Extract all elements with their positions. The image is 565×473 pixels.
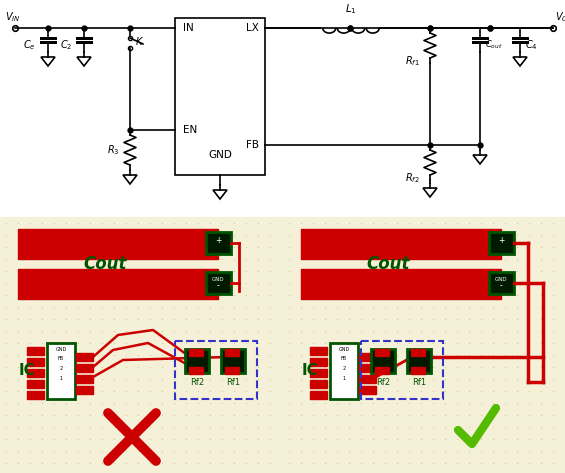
Bar [310, 358, 327, 366]
Bar [76, 375, 93, 383]
Bar [301, 269, 501, 299]
Text: Cout: Cout [366, 255, 410, 273]
Bar [0, 217, 282, 473]
Bar [225, 367, 239, 374]
Bar [18, 269, 218, 299]
Text: $C_4$: $C_4$ [525, 38, 538, 52]
Bar [359, 364, 376, 372]
Bar [27, 347, 44, 355]
Bar [27, 358, 44, 366]
Bar [76, 386, 93, 394]
Bar [189, 349, 203, 356]
Bar [359, 353, 376, 361]
Text: IC: IC [18, 362, 35, 377]
Text: Rf2: Rf2 [376, 378, 390, 387]
Text: $R_{f1}$: $R_{f1}$ [405, 54, 420, 68]
Text: 1: 1 [342, 376, 346, 381]
Bar [310, 391, 327, 399]
Text: -: - [216, 281, 219, 290]
Text: $R_{f2}$: $R_{f2}$ [405, 171, 420, 185]
Text: GND: GND [338, 347, 350, 352]
Bar [27, 380, 44, 388]
Bar [359, 386, 376, 394]
Bar [375, 367, 389, 374]
Bar [361, 341, 443, 399]
Text: Rf1: Rf1 [412, 378, 426, 387]
Bar [310, 369, 327, 377]
Bar [330, 343, 358, 399]
Text: GND: GND [55, 347, 67, 352]
Bar [310, 380, 327, 388]
Bar [206, 232, 231, 254]
Text: FB: FB [58, 356, 64, 361]
Text: IN: IN [183, 23, 194, 33]
Text: 2: 2 [59, 366, 63, 371]
Text: 1: 1 [59, 376, 63, 381]
Text: IC: IC [301, 362, 318, 377]
Bar [27, 391, 44, 399]
Text: +: + [215, 236, 221, 245]
Bar [359, 375, 376, 383]
Text: +: + [498, 236, 504, 245]
Text: LX: LX [246, 23, 259, 33]
Text: 2: 2 [342, 366, 346, 371]
Bar [375, 349, 389, 356]
Text: FB: FB [341, 356, 347, 361]
Text: $K$: $K$ [135, 35, 144, 47]
Bar [489, 232, 514, 254]
Bar [175, 341, 257, 399]
Bar [18, 229, 218, 259]
Text: GND: GND [495, 277, 507, 281]
Text: Cout: Cout [83, 255, 127, 273]
Bar [27, 369, 44, 377]
Bar [221, 349, 245, 373]
Bar [189, 367, 203, 374]
Bar [371, 349, 395, 373]
Bar [301, 229, 501, 259]
Bar [310, 347, 327, 355]
Bar [411, 349, 425, 356]
Bar [175, 18, 265, 175]
Text: $L_1$: $L_1$ [345, 2, 357, 16]
Text: -: - [499, 281, 502, 290]
Text: GND: GND [212, 277, 224, 281]
Text: $C_2$: $C_2$ [60, 38, 72, 52]
Text: $R_3$: $R_3$ [107, 143, 120, 157]
Bar [489, 272, 514, 294]
Bar [47, 343, 75, 399]
Text: $C_e$: $C_e$ [23, 38, 36, 52]
Bar [283, 217, 565, 473]
Bar [407, 349, 431, 373]
Text: $V_{IN}$: $V_{IN}$ [5, 10, 21, 24]
Bar [411, 367, 425, 374]
Text: EN: EN [183, 125, 197, 135]
Bar [185, 349, 209, 373]
Text: GND: GND [208, 150, 232, 160]
Text: Rf2: Rf2 [190, 378, 204, 387]
Text: FB: FB [246, 140, 259, 150]
Text: Rf1: Rf1 [226, 378, 240, 387]
Bar [206, 272, 231, 294]
Text: $C_{out}$: $C_{out}$ [485, 39, 503, 51]
Bar [76, 364, 93, 372]
Text: $V_{OUT}$: $V_{OUT}$ [555, 10, 565, 24]
Bar [76, 353, 93, 361]
Bar [225, 349, 239, 356]
